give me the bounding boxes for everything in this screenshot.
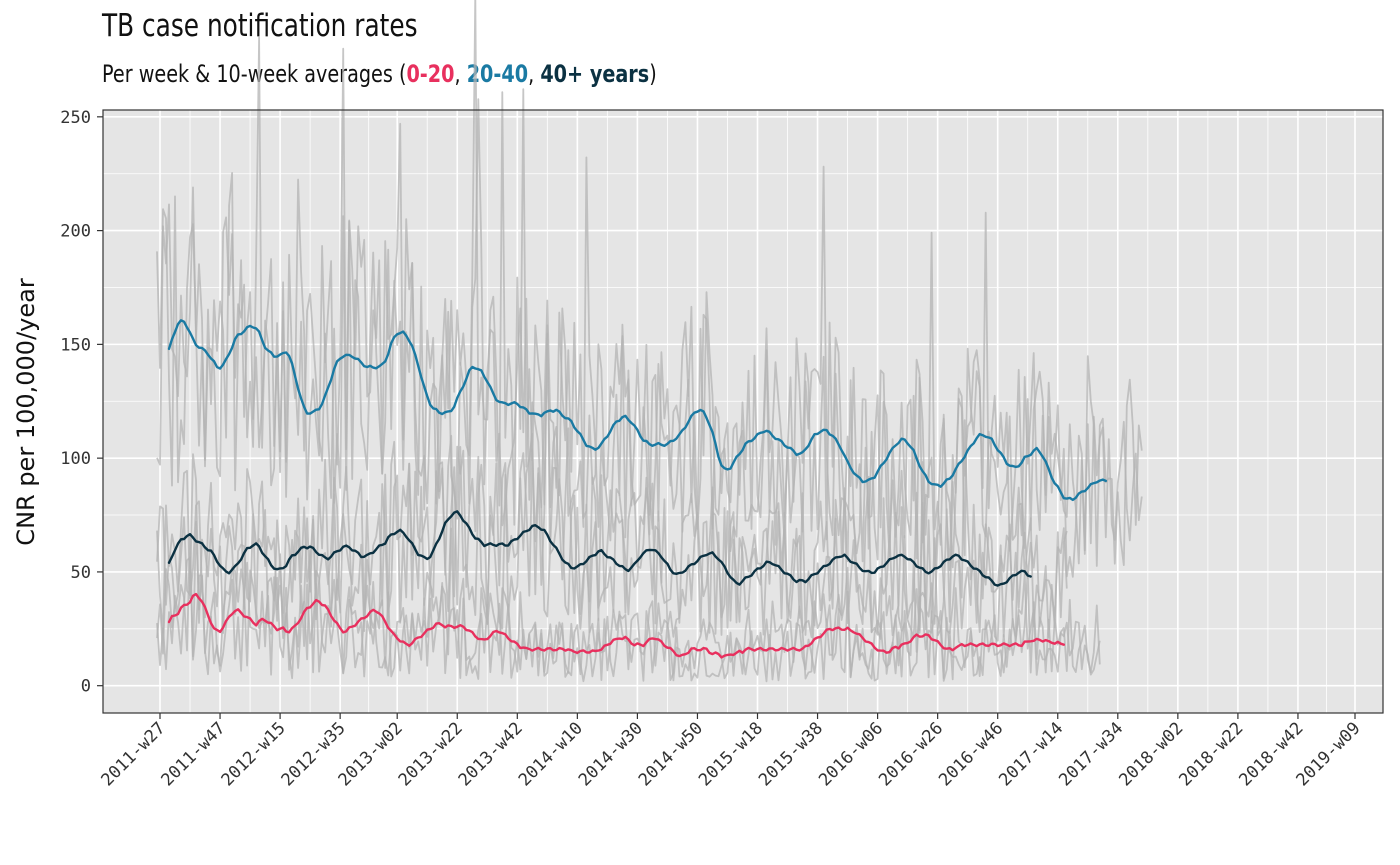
x-axis: 2011-w272011-w472012-w152012-w352013-w02…: [97, 713, 1365, 790]
x-tick-label: 2018-w02: [1115, 718, 1187, 790]
y-tick-label: 150: [60, 335, 91, 355]
y-tick-label: 50: [71, 563, 91, 583]
x-tick-label: 2017-w14: [995, 718, 1067, 790]
legend-20-40: 20-40: [466, 60, 529, 88]
x-tick-label: 2017-w34: [1055, 718, 1127, 790]
legend-0-20: 0-20: [406, 60, 455, 88]
x-tick-label: 2013-w42: [455, 718, 527, 790]
plot-border: [102, 109, 1384, 714]
weekly-line: [156, 427, 1068, 642]
x-tick-label: 2016-w06: [815, 718, 887, 790]
weekly-series: [156, 0, 1143, 683]
x-tick-label: 2016-w46: [935, 718, 1007, 790]
x-tick-label: 2014-w30: [575, 718, 647, 790]
x-tick-label: 2015-w38: [755, 718, 827, 790]
y-axis: 0 50 100 150 200 250: [60, 108, 103, 697]
x-tick-label: 2012-w15: [218, 718, 290, 790]
x-tick-label: 2014-w10: [515, 718, 587, 790]
x-tick-label: 2015-w18: [695, 718, 767, 790]
subtitle-sep-1: ,: [454, 60, 467, 88]
y-tick-label: 100: [60, 449, 91, 469]
y-tick-label: 250: [60, 108, 91, 128]
subtitle-suffix: ): [649, 60, 657, 88]
average-series: [167, 319, 1108, 659]
x-tick-label: 2014-w50: [635, 718, 707, 790]
y-axis-label: CNR per 100,000/year: [12, 278, 40, 546]
x-tick-label: 2013-w22: [395, 718, 467, 790]
series-line-40plus-years: [167, 510, 1032, 587]
y-tick-label: 0: [81, 677, 91, 697]
x-tick-label: 2016-w26: [875, 718, 947, 790]
series-line-20-40: [167, 319, 1108, 502]
subtitle-prefix: Per week & 10-week averages (: [102, 60, 407, 88]
x-tick-label: 2011-w27: [97, 718, 169, 790]
x-tick-label: 2011-w47: [158, 718, 230, 790]
weekly-line: [156, 499, 1101, 683]
series-line-0-20: [167, 592, 1066, 659]
legend-40-plus: 40+ years: [540, 60, 650, 88]
weekly-line: [156, 47, 1143, 578]
chart-subtitle: Per week & 10-week averages (0-20, 20-40…: [102, 60, 657, 88]
subtitle-sep-2: ,: [528, 60, 541, 88]
y-tick-label: 200: [60, 222, 91, 242]
x-tick-label: 2018-w22: [1175, 718, 1247, 790]
